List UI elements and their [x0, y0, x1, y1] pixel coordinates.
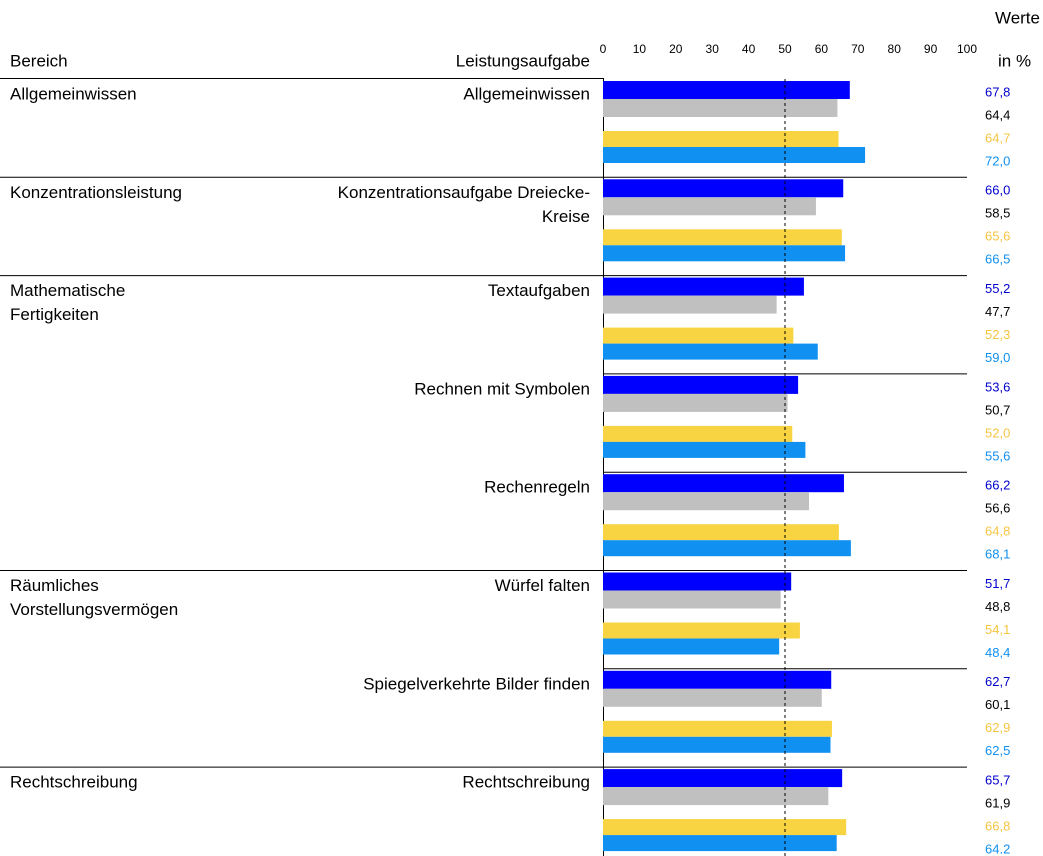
bar: [603, 524, 839, 541]
value-label: 53,6: [985, 379, 1010, 394]
value-label: 54,1: [985, 622, 1010, 637]
x-tick-label: 80: [888, 42, 902, 56]
x-tick-label: 40: [742, 42, 756, 56]
bar: [603, 572, 792, 591]
value-label: 48,8: [985, 599, 1010, 614]
value-label: 67,8: [985, 84, 1010, 99]
bar: [603, 277, 804, 296]
area-label: Konzentrationsleistung: [10, 183, 182, 202]
bar: [603, 769, 843, 788]
x-tick-label: 30: [706, 42, 720, 56]
task-label: Würfel falten: [495, 576, 590, 595]
bar: [603, 425, 793, 442]
value-label: 65,6: [985, 229, 1010, 244]
value-label: 64.2: [985, 842, 1010, 856]
value-label: 61,9: [985, 796, 1010, 811]
value-label: 59,0: [985, 350, 1010, 365]
task-header: Leistungsaufgabe: [456, 51, 590, 70]
values-unit: in %: [998, 51, 1031, 70]
value-label: 62,5: [985, 743, 1010, 758]
bar: [603, 540, 851, 557]
bar: [603, 492, 810, 511]
bar: [603, 474, 844, 493]
bar: [603, 147, 866, 163]
value-label: 50,7: [985, 402, 1010, 417]
value-label: 55,6: [985, 448, 1010, 463]
task-label: Kreise: [542, 207, 590, 226]
value-label: 72,0: [985, 153, 1010, 168]
bar: [603, 638, 780, 655]
bar: [603, 375, 799, 394]
x-tick-label: 60: [815, 42, 829, 56]
bar: [603, 787, 829, 806]
value-label: 55,2: [985, 281, 1010, 296]
values-header: Werte: [995, 8, 1040, 27]
bar: [603, 245, 846, 262]
bar: [603, 670, 832, 689]
value-label: 62,9: [985, 720, 1010, 735]
value-label: 52,0: [985, 425, 1010, 440]
area-label: Mathematische: [10, 281, 125, 300]
value-label: 68,1: [985, 547, 1010, 562]
bar: [603, 441, 806, 458]
value-label: 65,7: [985, 773, 1010, 788]
x-tick-label: 0: [600, 42, 607, 56]
area-label: Räumliches: [10, 576, 99, 595]
x-tick-label: 50: [778, 42, 792, 56]
task-label: Konzentrationsaufgabe Dreiecke-: [338, 183, 590, 202]
value-label: 62,7: [985, 674, 1010, 689]
bar: [603, 295, 777, 314]
bar: [603, 819, 847, 836]
bar: [603, 197, 816, 216]
value-label: 64,7: [985, 130, 1010, 145]
value-label: 58,5: [985, 206, 1010, 221]
x-tick-label: 20: [669, 42, 683, 56]
value-label: 60,1: [985, 697, 1010, 712]
value-label: 66,5: [985, 252, 1010, 267]
area-label: Rechtschreibung: [10, 773, 138, 792]
task-label: Rechtschreibung: [462, 773, 590, 792]
bar: [603, 590, 781, 609]
value-label: 48,4: [985, 645, 1010, 660]
value-label: 52,3: [985, 327, 1010, 342]
task-label: Allgemeinwissen: [463, 84, 590, 103]
bar: [603, 229, 842, 246]
bar: [603, 622, 800, 639]
value-label: 64,4: [985, 107, 1010, 122]
bar: [603, 736, 831, 753]
task-label: Rechnen mit Symbolen: [414, 379, 590, 398]
bar: [603, 99, 838, 117]
bar: [603, 327, 794, 344]
value-label: 66,8: [985, 819, 1010, 834]
x-tick-label: 100: [957, 42, 977, 56]
task-label: Rechenregeln: [484, 478, 590, 497]
task-label: Textaufgaben: [488, 281, 590, 300]
area-header: Bereich: [10, 51, 68, 70]
value-label: 56,6: [985, 501, 1010, 516]
area-label: Fertigkeiten: [10, 305, 99, 324]
area-label: Allgemeinwissen: [10, 84, 137, 103]
value-label: 66,2: [985, 478, 1010, 493]
value-label: 64,8: [985, 524, 1010, 539]
bar: [603, 343, 818, 360]
value-label: 47,7: [985, 304, 1010, 319]
x-tick-label: 70: [851, 42, 865, 56]
value-label: 51,7: [985, 576, 1010, 591]
bar: [603, 393, 788, 412]
value-label: 66,0: [985, 183, 1010, 198]
bar: [603, 131, 839, 147]
bar: [603, 179, 844, 198]
area-label: Vorstellungsvermögen: [10, 600, 178, 619]
bar: [603, 688, 822, 707]
task-label: Spiegelverkehrte Bilder finden: [363, 674, 590, 693]
x-tick-label: 10: [633, 42, 647, 56]
bar: [603, 81, 850, 99]
bar: [603, 835, 837, 852]
bar: [603, 720, 832, 737]
x-tick-label: 90: [924, 42, 938, 56]
